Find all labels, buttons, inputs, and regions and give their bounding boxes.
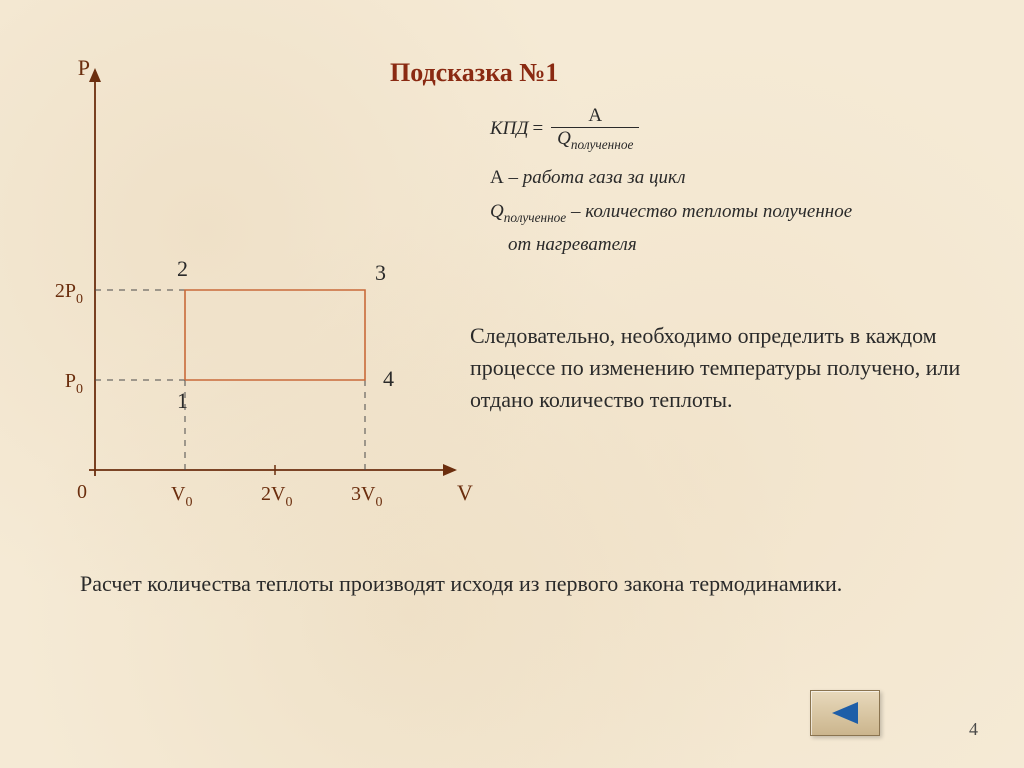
prev-button[interactable] [810, 690, 880, 736]
svg-text:4: 4 [383, 366, 394, 391]
bottom-paragraph: Расчет количества теплоты производят исх… [80, 568, 860, 600]
denom-q-sub: полученное [571, 137, 633, 152]
triangle-left-icon [828, 700, 862, 726]
q-sub: полученное [504, 210, 566, 225]
svg-text:2V0: 2V0 [261, 483, 292, 510]
efficiency-fraction: А Qполученное [551, 105, 639, 153]
heater-line: от нагревателя [508, 234, 637, 255]
svg-text:1: 1 [177, 388, 188, 413]
fraction-numerator: А [551, 105, 639, 127]
svg-text:V0: V0 [171, 483, 192, 510]
svg-text:P0: P0 [65, 370, 83, 397]
q-desc: количество теплоты полученное [585, 201, 852, 222]
svg-text:3: 3 [375, 260, 386, 285]
q-dash: – [566, 201, 585, 222]
equals: = [532, 118, 543, 140]
fraction-denominator: Qполученное [551, 127, 639, 153]
q-symbol: Q [490, 201, 504, 222]
svg-text:3V0: 3V0 [351, 483, 382, 510]
svg-text:2: 2 [177, 256, 188, 281]
svg-text:2P0: 2P0 [55, 280, 83, 307]
svg-text:V: V [457, 480, 473, 505]
svg-text:0: 0 [77, 481, 87, 503]
page-number: 4 [969, 719, 978, 740]
denom-q: Q [557, 128, 571, 149]
work-desc: работа газа за цикл [523, 167, 686, 188]
kpd-label: КПД [490, 118, 528, 140]
explanation-paragraph: Следовательно, необходимо определить в к… [470, 320, 980, 416]
formula-block: КПД = А Qполученное А – работа газа за ц… [490, 105, 852, 256]
svg-text:P: P [78, 55, 90, 80]
work-lhs: А – [490, 167, 518, 188]
pv-chart: PV0V02V03V0P02P01234 [40, 50, 460, 510]
